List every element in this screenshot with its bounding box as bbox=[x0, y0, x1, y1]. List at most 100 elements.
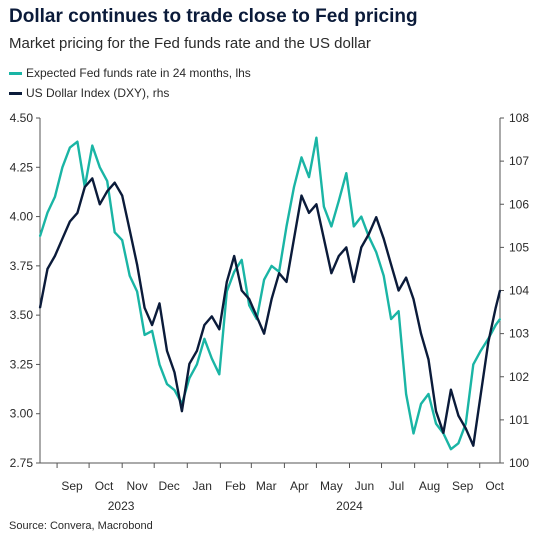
fed-funds-point bbox=[113, 231, 116, 234]
fed-funds-point bbox=[345, 172, 348, 175]
fed-funds-point bbox=[240, 259, 243, 261]
x-tick-label: Feb bbox=[225, 479, 246, 493]
dxy-point bbox=[113, 181, 116, 184]
y-left-tick-label: 3.25 bbox=[10, 357, 34, 371]
y-left-tick-label: 4.00 bbox=[10, 210, 34, 224]
y-left-tick-label: 2.75 bbox=[10, 456, 34, 470]
fed-funds-point bbox=[285, 225, 288, 228]
dxy-point bbox=[308, 211, 310, 214]
fed-funds-point bbox=[499, 318, 501, 320]
dxy-point bbox=[479, 393, 482, 395]
dxy-point bbox=[76, 211, 79, 214]
dxy-point bbox=[83, 186, 86, 188]
dxy-point bbox=[450, 388, 452, 391]
fed-funds-point bbox=[203, 337, 206, 340]
y-right-tick-label: 106 bbox=[509, 197, 529, 211]
fed-funds-point bbox=[390, 318, 393, 320]
dxy-point bbox=[151, 324, 153, 326]
fed-funds-point bbox=[457, 442, 460, 445]
y-right-tick-label: 100 bbox=[509, 456, 529, 470]
fed-funds-point bbox=[330, 225, 333, 228]
legend-label-fed: Expected Fed funds rate in 24 months, lh… bbox=[26, 66, 251, 80]
x-tick-label: Mar bbox=[256, 479, 277, 493]
fed-funds-point bbox=[173, 389, 176, 391]
dxy-point bbox=[382, 237, 385, 240]
dxy-point bbox=[203, 324, 206, 326]
x-tick-label: May bbox=[320, 479, 343, 493]
fed-funds-point bbox=[54, 195, 56, 198]
x-tick-label: Apr bbox=[290, 479, 309, 493]
dxy-point bbox=[128, 229, 131, 232]
fed-funds-point bbox=[375, 251, 378, 253]
dxy-point bbox=[255, 315, 258, 318]
fed-funds-point bbox=[68, 146, 71, 149]
dxy-point bbox=[487, 341, 490, 344]
y-right-tick-label: 105 bbox=[509, 240, 529, 254]
dxy-point bbox=[54, 255, 56, 257]
dxy-point bbox=[233, 255, 236, 257]
dxy-point bbox=[472, 444, 475, 447]
dxy-point bbox=[98, 203, 101, 206]
dxy-point bbox=[375, 216, 378, 219]
source-note: Source: Convera, Macrobond bbox=[9, 520, 153, 532]
legend-swatch-dxy bbox=[9, 91, 22, 95]
fed-funds-point bbox=[210, 357, 213, 360]
legend-item-dxy: US Dollar Index (DXY), rhs bbox=[9, 83, 251, 103]
fed-funds-point bbox=[315, 136, 318, 139]
dxy-point bbox=[106, 190, 109, 193]
legend-swatch-fed bbox=[9, 71, 22, 75]
dxy-point bbox=[181, 410, 183, 413]
fed-funds-point bbox=[352, 225, 355, 228]
x-tick-label: Nov bbox=[126, 479, 147, 493]
fed-funds-point bbox=[121, 239, 124, 242]
fed-funds-point bbox=[158, 363, 161, 366]
fed-funds-point bbox=[270, 264, 273, 267]
fed-funds-point bbox=[136, 290, 139, 293]
fed-funds-point bbox=[382, 274, 385, 277]
fed-funds-point bbox=[248, 304, 251, 307]
y-right-tick-label: 108 bbox=[509, 111, 529, 125]
x-tick-label: Jan bbox=[193, 479, 212, 493]
dxy-point bbox=[337, 255, 340, 257]
x-tick-label: Dec bbox=[158, 479, 179, 493]
dxy-point bbox=[397, 289, 400, 292]
dxy-point bbox=[210, 315, 213, 318]
fed-funds-point bbox=[166, 383, 168, 386]
dxy-point bbox=[91, 177, 94, 180]
fed-funds-point bbox=[91, 144, 94, 147]
dxy-point bbox=[420, 332, 422, 335]
dxy-point bbox=[442, 431, 445, 434]
dxy-point bbox=[300, 194, 303, 197]
fed-funds-point bbox=[427, 393, 430, 395]
fed-funds-point bbox=[472, 363, 475, 366]
fed-funds-point bbox=[322, 205, 325, 208]
dxy-point bbox=[173, 371, 176, 374]
fed-funds-point bbox=[195, 363, 198, 366]
dxy-point bbox=[39, 306, 41, 309]
chart-subtitle: Market pricing for the Fed funds rate an… bbox=[9, 35, 371, 52]
dxy-point bbox=[390, 263, 393, 266]
fed-funds-point bbox=[98, 166, 101, 169]
fed-funds-line bbox=[38, 136, 501, 451]
fed-funds-point bbox=[464, 422, 467, 425]
dxy-point bbox=[427, 358, 430, 361]
y-right-tick-label: 104 bbox=[509, 284, 529, 298]
legend-label-dxy: US Dollar Index (DXY), rhs bbox=[26, 86, 170, 100]
fed-funds-point bbox=[46, 211, 49, 214]
dxy-point bbox=[46, 268, 49, 270]
dxy-point bbox=[278, 272, 280, 275]
fed-funds-point bbox=[494, 324, 497, 326]
dxy-point bbox=[263, 332, 266, 335]
x-year-label: 2024 bbox=[336, 499, 363, 513]
fed-funds-point bbox=[405, 393, 407, 395]
x-tick-label: Oct bbox=[95, 479, 114, 493]
dxy-point bbox=[121, 194, 124, 197]
dxy-point bbox=[405, 276, 407, 279]
y-left-tick-label: 4.50 bbox=[10, 111, 34, 125]
dxy-point bbox=[166, 349, 168, 352]
fed-funds-point bbox=[412, 432, 415, 435]
fed-funds-point bbox=[218, 373, 221, 376]
y-left-tick-label: 3.00 bbox=[10, 407, 34, 421]
dxy-point bbox=[494, 306, 497, 309]
